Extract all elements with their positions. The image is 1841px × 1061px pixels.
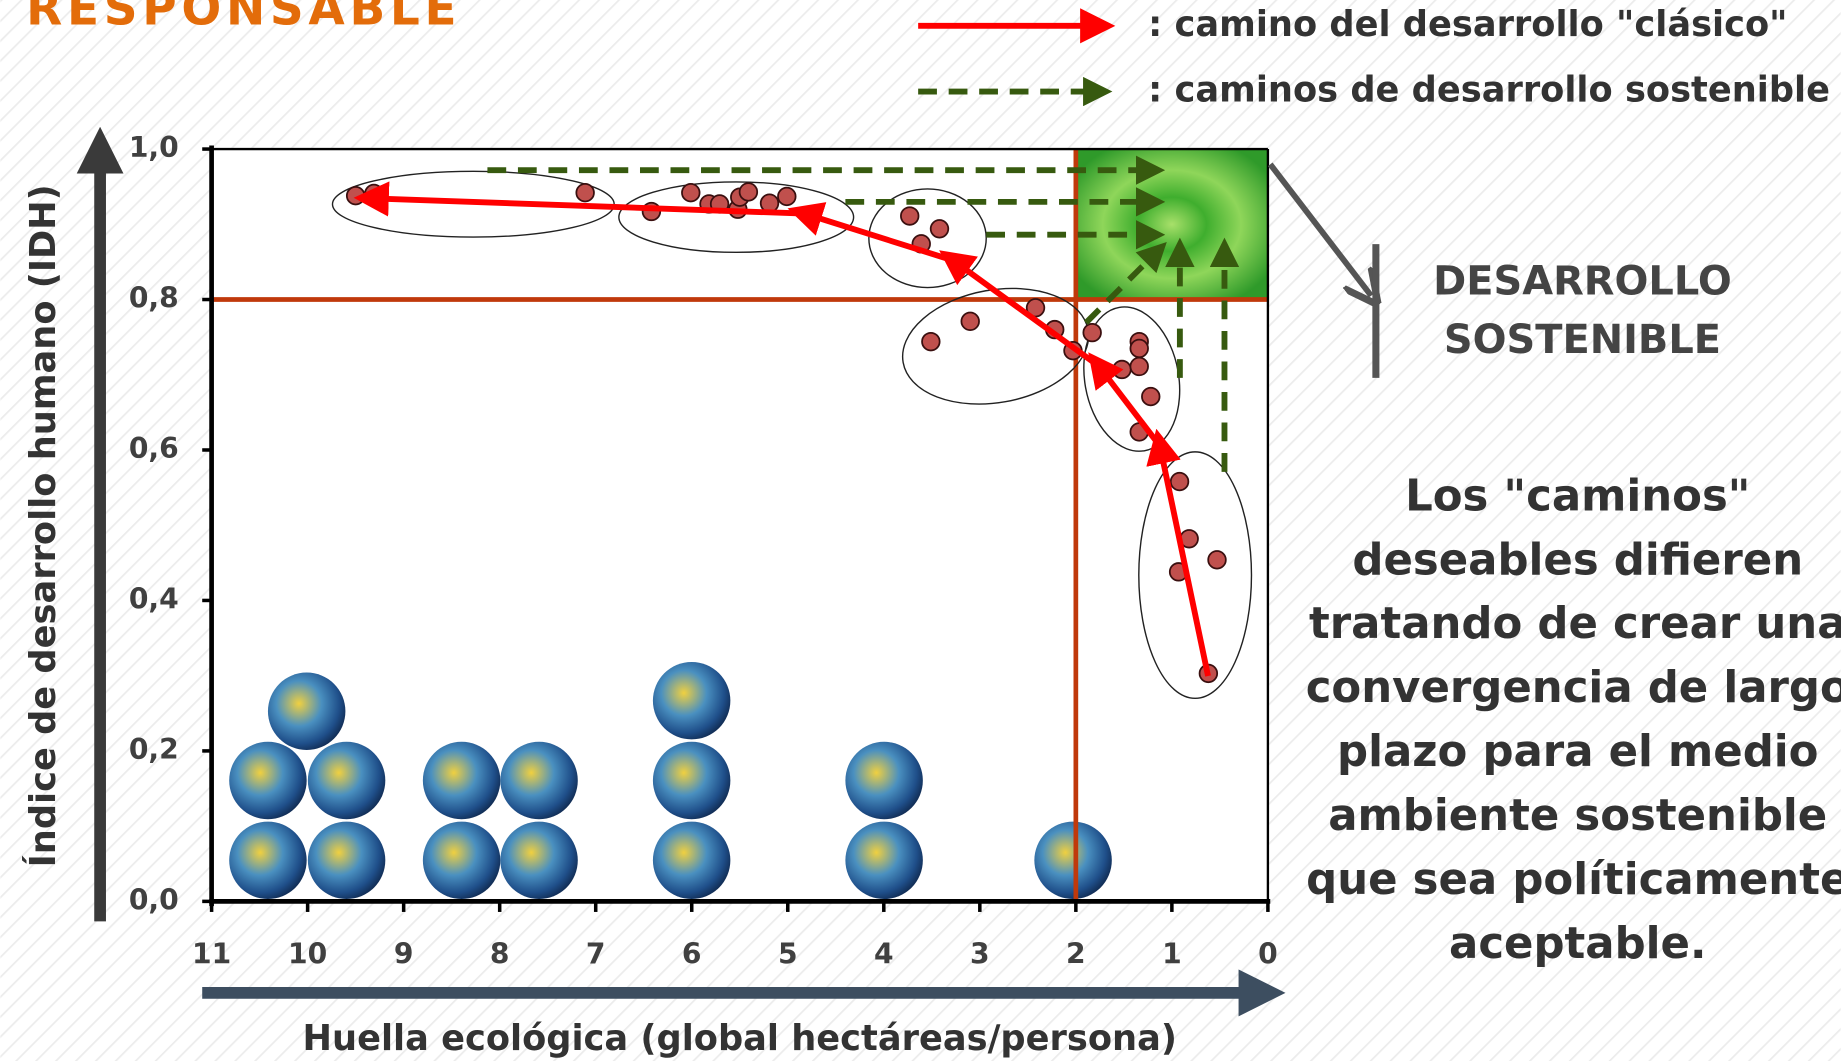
sustainable-zone — [1075, 149, 1268, 300]
note-line: deseables difieren — [1352, 535, 1803, 585]
y-tick-label: 0,2 — [129, 733, 179, 766]
y-axis-label: Índice de desarrollo humano (IDH) — [22, 184, 64, 867]
x-tick-label: 2 — [1066, 937, 1086, 970]
note-line: convergencia de largo — [1306, 663, 1841, 713]
note-line: tratando de crear una — [1309, 599, 1841, 649]
x-tick-label: 1 — [1162, 937, 1182, 970]
data-point — [1169, 471, 1190, 492]
zone-pointer — [1267, 162, 1371, 295]
legend: : camino del desarrollo "clásico" : camin… — [918, 4, 1830, 111]
reference-layer — [211, 149, 1268, 902]
x-tick-label: 3 — [970, 937, 990, 970]
legend-label: : camino del desarrollo "clásico" — [1148, 4, 1787, 45]
classic-path — [353, 181, 1211, 677]
data-point — [960, 311, 980, 332]
x-tick-label: 0 — [1258, 937, 1278, 970]
x-tick-label: 6 — [682, 937, 702, 970]
data-point — [1112, 359, 1132, 380]
data-point — [1141, 386, 1161, 407]
slide-title: RESPONSABLE — [26, 0, 461, 36]
zone-label: SOSTENIBLE — [1444, 317, 1721, 363]
data-point — [929, 219, 950, 239]
x-tick-label: 4 — [874, 937, 894, 970]
x-tick-label: 11 — [192, 937, 231, 970]
note-line: que sea políticamente — [1306, 855, 1841, 905]
x-tick-label: 8 — [490, 937, 510, 970]
data-point — [575, 183, 595, 203]
note-line: ambiente sostenible — [1328, 791, 1827, 841]
data-point — [1129, 356, 1149, 377]
y-tick-label: 0,8 — [129, 282, 179, 315]
data-point — [1129, 338, 1149, 359]
y-tick-label: 0,4 — [129, 582, 179, 615]
x-tick-label: 7 — [586, 937, 606, 970]
ticks-layer: 0,00,20,40,60,81,011 10 9 8 7 6 5 4 3 2 1 0 — [129, 131, 1278, 970]
sustainable-paths — [487, 155, 1240, 472]
x-tick-label: 10 — [288, 937, 327, 970]
x-tick-label: 9 — [394, 937, 414, 970]
y-tick-label: 0,6 — [129, 432, 179, 465]
data-point — [1207, 550, 1227, 570]
zone-label: DESARROLLO — [1433, 259, 1732, 305]
note-line: Los "caminos" — [1405, 471, 1750, 521]
note-line: aceptable. — [1449, 919, 1706, 969]
data-point — [345, 186, 366, 206]
data-point — [1082, 322, 1102, 343]
data-point — [777, 186, 797, 207]
x-axis-label: Huella ecológica (global hectáreas/perso… — [303, 1018, 1177, 1059]
data-point — [900, 206, 920, 226]
data-point — [738, 182, 759, 202]
note: Los "caminos" deseables difieren tratando … — [1306, 471, 1841, 969]
note-line: plazo para el medio — [1337, 727, 1818, 777]
legend-label: : caminos de desarrollo sostenible — [1148, 70, 1830, 111]
data-point — [681, 183, 701, 203]
x-tick-label: 5 — [778, 937, 798, 970]
y-tick-label: 1,0 — [129, 131, 179, 164]
data-point — [921, 331, 941, 352]
globes — [229, 661, 1112, 900]
y-tick-label: 0,0 — [129, 883, 179, 916]
